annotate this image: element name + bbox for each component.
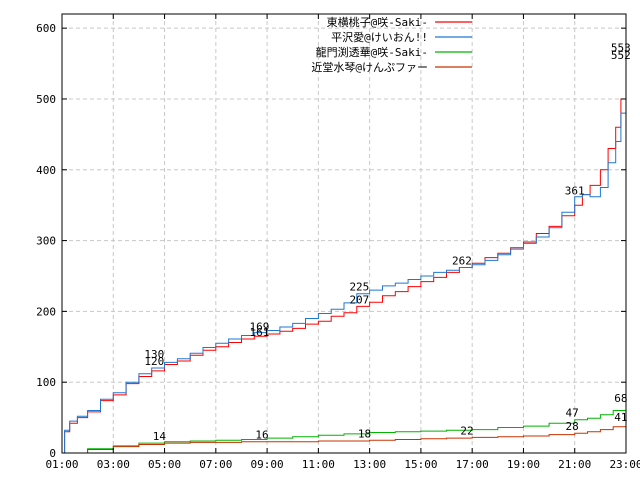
y-tick-label: 300 bbox=[36, 235, 56, 248]
legend-label: 東横桃子@咲-Saki- bbox=[327, 15, 428, 29]
x-tick-label: 11:00 bbox=[302, 458, 335, 471]
data-label: 262 bbox=[452, 254, 472, 267]
x-tick-label: 01:00 bbox=[45, 458, 78, 471]
y-tick-label: 100 bbox=[36, 376, 56, 389]
x-tick-label: 13:00 bbox=[353, 458, 386, 471]
y-tick-label: 600 bbox=[36, 22, 56, 35]
legend-label: 龍門渕透華@咲-Saki- bbox=[316, 45, 428, 59]
grid bbox=[62, 14, 626, 453]
series-line-3 bbox=[62, 404, 627, 454]
data-label: 361 bbox=[565, 184, 585, 197]
x-tick-label: 17:00 bbox=[456, 458, 489, 471]
data-label: 47 bbox=[566, 407, 579, 420]
data-label: 16 bbox=[255, 429, 268, 442]
axes: 0 100 200 300 400 500 600 01:00 03:00 05:00 07:00 0… bbox=[36, 13, 640, 471]
data-label: 130 bbox=[144, 348, 164, 361]
legend-label: 平沢愛@けいおん!! bbox=[331, 30, 428, 44]
y-tick-label: 400 bbox=[36, 164, 56, 177]
y-tick-label: 500 bbox=[36, 93, 56, 106]
series-line-1 bbox=[62, 61, 627, 454]
x-tick-label: 23:00 bbox=[609, 458, 640, 471]
data-label: 207 bbox=[349, 293, 369, 306]
data-label: 22 bbox=[460, 424, 473, 437]
data-label: 161 bbox=[249, 326, 269, 339]
x-tick-label: 07:00 bbox=[199, 458, 232, 471]
legend: 東横桃子@咲-Saki-平沢愛@けいおん!!龍門渕透華@咲-Saki- 近堂水琴@… bbox=[311, 15, 472, 74]
x-tick-label: 19:00 bbox=[507, 458, 540, 471]
plot-frame bbox=[61, 13, 627, 454]
series-line-2 bbox=[62, 62, 627, 454]
legend-label: 近堂水琴@けんぷファー bbox=[311, 61, 428, 74]
data-label: 225 bbox=[349, 281, 369, 294]
data-label: 41 bbox=[614, 411, 627, 424]
y-tick-label: 0 bbox=[49, 447, 56, 460]
data-label: 169 bbox=[249, 320, 269, 333]
data-label: 14 bbox=[153, 430, 167, 443]
x-tick-label: 03:00 bbox=[97, 458, 130, 471]
data-label: 28 bbox=[566, 420, 579, 433]
data-label: 553 bbox=[611, 41, 631, 54]
x-tick-label: 05:00 bbox=[148, 458, 181, 471]
x-tick-label: 09:00 bbox=[251, 458, 284, 471]
data-label: 120 bbox=[144, 355, 164, 368]
series-line-4 bbox=[62, 424, 627, 454]
series-lines bbox=[62, 61, 627, 454]
y-tick-label: 200 bbox=[36, 305, 56, 318]
data-label: 18 bbox=[358, 427, 371, 440]
data-label: 68 bbox=[614, 392, 627, 405]
x-tick-label: 21:00 bbox=[558, 458, 591, 471]
x-tick-label: 15:00 bbox=[404, 458, 437, 471]
